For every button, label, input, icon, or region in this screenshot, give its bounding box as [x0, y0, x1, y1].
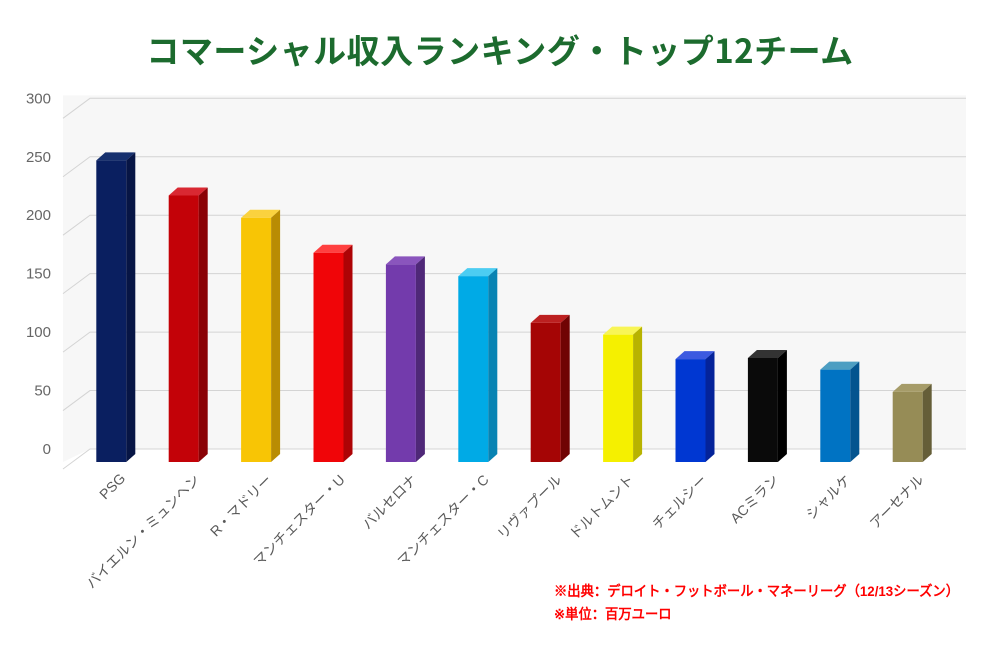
svg-text:150: 150: [26, 266, 51, 283]
svg-text:250: 250: [26, 149, 51, 166]
svg-text:50: 50: [34, 383, 51, 400]
svg-text:100: 100: [26, 324, 51, 341]
svg-text:200: 200: [26, 207, 51, 224]
svg-text:0: 0: [43, 441, 51, 458]
svg-text:300: 300: [26, 90, 51, 107]
